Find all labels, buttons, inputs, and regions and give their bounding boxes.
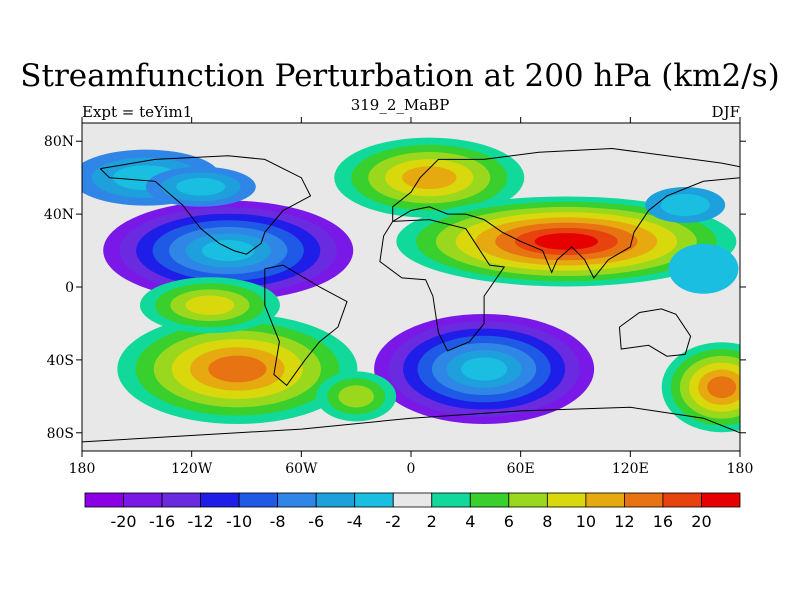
colorbar-swatch	[123, 492, 163, 508]
x-tick-label: 180	[727, 461, 754, 477]
colorbar-swatch	[392, 492, 433, 508]
colorbar-label: -20	[110, 512, 136, 531]
coastline	[82, 406, 740, 443]
field-contour-fill	[208, 355, 267, 383]
x-tick-label: 120W	[171, 461, 213, 477]
field-contour-fill	[185, 295, 235, 315]
y-tick-label: 40S	[47, 353, 74, 369]
y-tick-label: 80N	[44, 134, 74, 150]
x-tick-label: 0	[407, 461, 416, 477]
x-tick-label: 60W	[285, 461, 318, 477]
field-anomaly	[117, 314, 358, 424]
field-contour-fill	[668, 243, 739, 294]
colorbar-swatch	[161, 492, 201, 508]
coastlines	[82, 147, 740, 443]
y-tick-label: 0	[65, 280, 74, 296]
colorbar-swatch	[662, 492, 702, 508]
colorbar-label: 10	[576, 512, 596, 531]
plot-title: Streamfunction Perturbation at 200 hPa (…	[20, 58, 780, 94]
colorbar-label: -10	[226, 512, 252, 531]
streamfunction-field	[82, 137, 740, 433]
colorbar-swatch	[84, 492, 124, 508]
field-contour-fill	[534, 233, 598, 250]
field-anomaly	[668, 243, 739, 294]
colorbar-swatch	[624, 492, 664, 508]
field-contour-fill	[660, 193, 710, 217]
field-contour-fill	[460, 357, 508, 381]
coastline	[392, 147, 740, 279]
plot-subtitle: 319_2_MaBP	[350, 96, 450, 114]
colorbar-label: -6	[308, 512, 324, 531]
colorbar-swatch	[701, 492, 741, 508]
colorbar-swatch	[354, 492, 394, 508]
colorbar-swatch	[508, 492, 548, 508]
field-contour-fill	[176, 177, 226, 196]
field-anomaly	[139, 277, 280, 334]
colorbar-label: -12	[188, 512, 214, 531]
colorbar-label: 4	[465, 512, 475, 531]
x-tick-label: 120E	[612, 461, 649, 477]
axis-ticks: 180 120W 60W 0 60E 120E 180 80N 40N 0 40S 80S	[44, 117, 753, 477]
y-tick-label: 40N	[44, 207, 74, 223]
field-anomaly	[661, 342, 740, 433]
y-tick-label: 80S	[47, 426, 74, 442]
colorbar-label: -2	[385, 512, 401, 531]
coastline	[99, 155, 312, 255]
field-anomaly	[145, 166, 256, 207]
season-label: DJF	[711, 103, 740, 121]
colorbar-label: -8	[270, 512, 286, 531]
field-contour-fill	[338, 385, 374, 408]
coastline	[264, 264, 348, 387]
colorbar-label: 12	[614, 512, 634, 531]
coastline	[379, 219, 506, 352]
field-anomaly	[645, 187, 726, 223]
colorbar-swatch	[585, 492, 625, 508]
colorbar-swatch	[200, 492, 240, 508]
colorbar-swatch	[431, 492, 471, 508]
colorbar-swatch	[546, 492, 587, 508]
colorbar-label: 8	[542, 512, 552, 531]
colorbar-label: 6	[504, 512, 514, 531]
colorbar-label: -4	[347, 512, 363, 531]
field-anomaly	[374, 314, 595, 424]
colorbar-label: 2	[427, 512, 437, 531]
colorbar-label: 20	[691, 512, 711, 531]
field-contour-fill	[201, 240, 255, 262]
field-anomaly	[316, 371, 397, 422]
colorbar-label: -16	[149, 512, 175, 531]
colorbar-swatch	[238, 492, 279, 508]
colorbar-swatch	[277, 492, 317, 508]
field-anomaly	[334, 137, 525, 218]
x-tick-label: 180	[69, 461, 96, 477]
field-contour-fill	[707, 376, 737, 399]
colorbar-label: 16	[653, 512, 673, 531]
x-tick-label: 60E	[507, 461, 535, 477]
colorbar-swatch	[315, 492, 356, 508]
colorbar: -20 -16 -12 -10 -8 -6 -4 -2 2 4 6 8 10 12 16 20	[84, 492, 741, 531]
colorbar-swatch	[469, 492, 510, 508]
field-anomaly	[103, 200, 354, 301]
field-contour-fill	[402, 166, 457, 190]
coastline	[618, 308, 692, 357]
experiment-label: Expt = teYim1	[82, 103, 193, 121]
